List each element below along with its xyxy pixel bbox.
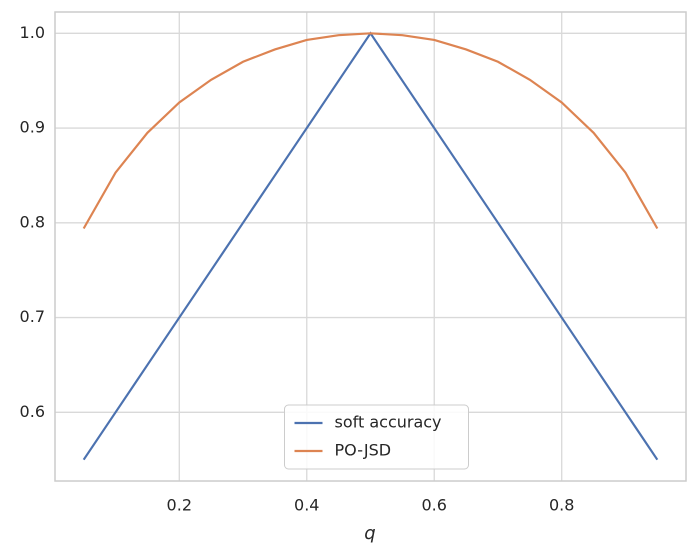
y-tick-label: 0.7 [20, 307, 45, 326]
legend-label: PO-JSD [335, 441, 392, 460]
legend-label: soft accuracy [335, 413, 442, 432]
x-tick-label: 0.6 [422, 496, 447, 515]
x-tick-label: 0.2 [167, 496, 192, 515]
x-tick-label: 0.8 [549, 496, 574, 515]
x-axis-label: q [364, 523, 375, 544]
y-tick-label: 1.0 [20, 23, 45, 42]
y-tick-label: 0.8 [20, 212, 45, 231]
x-tick-label: 0.4 [294, 496, 319, 515]
y-tick-label: 0.9 [20, 118, 45, 137]
line [82, 31, 659, 461]
plot-frame [54, 11, 687, 482]
y-tick-label: 0.6 [20, 402, 45, 421]
line [82, 32, 659, 230]
legend-box [284, 404, 469, 470]
